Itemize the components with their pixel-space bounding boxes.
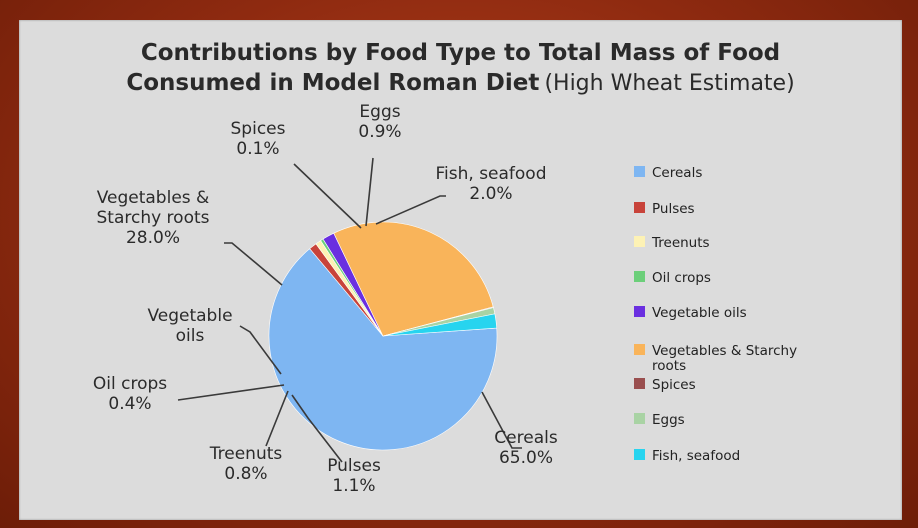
legend-swatch-cereals bbox=[634, 166, 645, 177]
legend-swatch-spices bbox=[634, 378, 645, 389]
data-label-cereals: Cereals 65.0% bbox=[494, 428, 558, 468]
leader-line-fish-seafood bbox=[375, 195, 446, 225]
legend-swatch-treenuts bbox=[634, 236, 645, 247]
pie-slice-vegetables-starchy-roots bbox=[333, 221, 494, 337]
data-label-treenuts: Treenuts 0.8% bbox=[209, 444, 283, 484]
legend-swatch-eggs bbox=[634, 413, 645, 424]
legend-swatch-pulses bbox=[634, 202, 645, 213]
data-label-fish-seafood: Fish, seafood 2.0% bbox=[435, 164, 546, 204]
legend-item-eggs: Eggs bbox=[634, 412, 685, 428]
leader-line-spices bbox=[293, 163, 362, 229]
chart-title-line2: Consumed in Model Roman Diet bbox=[126, 70, 540, 96]
leader-line-eggs bbox=[365, 157, 374, 227]
legend-label-vegetable-oils: Vegetable oils bbox=[652, 305, 747, 321]
data-label-oil-crops: Oil crops 0.4% bbox=[93, 374, 167, 414]
pie-slice-fish-seafood bbox=[382, 313, 498, 337]
legend-label-oil-crops: Oil crops bbox=[652, 270, 711, 286]
legend-swatch-vegetables-starchy-roots bbox=[634, 344, 645, 355]
leader-line-vegetable-oils bbox=[239, 325, 282, 375]
legend-label-spices: Spices bbox=[652, 377, 696, 393]
pie-slice-cereals bbox=[268, 248, 498, 451]
legend-item-treenuts: Treenuts bbox=[634, 235, 710, 251]
legend-item-vegetable-oils: Vegetable oils bbox=[634, 305, 747, 321]
data-label-pulses: Pulses 1.1% bbox=[327, 456, 381, 496]
data-label-vegetables-starchy-roots: Vegetables & Starchy roots 28.0% bbox=[96, 188, 209, 248]
chart-title: Contributions by Food Type to Total Mass… bbox=[19, 38, 902, 100]
leader-line-cereals bbox=[481, 391, 522, 449]
leader-line-pulses bbox=[291, 394, 343, 463]
legend-label-vegetables-starchy-roots: Vegetables & Starchy roots bbox=[652, 343, 797, 374]
legend-item-spices: Spices bbox=[634, 377, 696, 393]
legend-swatch-oil-crops bbox=[634, 271, 645, 282]
leader-line-vegetables-starchy-roots bbox=[224, 242, 283, 286]
legend-label-fish-seafood: Fish, seafood bbox=[652, 448, 740, 464]
legend-label-eggs: Eggs bbox=[652, 412, 685, 428]
legend-item-oil-crops: Oil crops bbox=[634, 270, 711, 286]
legend-item-pulses: Pulses bbox=[634, 201, 695, 217]
chart-title-line1: Contributions by Food Type to Total Mass… bbox=[140, 40, 781, 66]
data-label-spices: Spices 0.1% bbox=[231, 119, 286, 159]
chart-subtitle: (High Wheat Estimate) bbox=[544, 71, 795, 96]
leader-line-oil-crops bbox=[177, 384, 285, 401]
data-label-vegetable-oils: Vegetable oils bbox=[147, 306, 232, 346]
legend-item-cereals: Cereals bbox=[634, 165, 702, 181]
legend-label-cereals: Cereals bbox=[652, 165, 702, 181]
legend-swatch-vegetable-oils bbox=[634, 306, 645, 317]
legend-label-treenuts: Treenuts bbox=[651, 235, 710, 251]
leader-line-treenuts bbox=[265, 390, 289, 447]
legend-swatch-fish-seafood bbox=[634, 449, 645, 460]
legend-item-fish-seafood: Fish, seafood bbox=[634, 448, 740, 464]
legend-item-vegetables-starchy-roots: Vegetables & Starchy roots bbox=[634, 343, 797, 374]
legend-label-pulses: Pulses bbox=[652, 201, 695, 217]
data-label-eggs: Eggs 0.9% bbox=[358, 102, 401, 142]
